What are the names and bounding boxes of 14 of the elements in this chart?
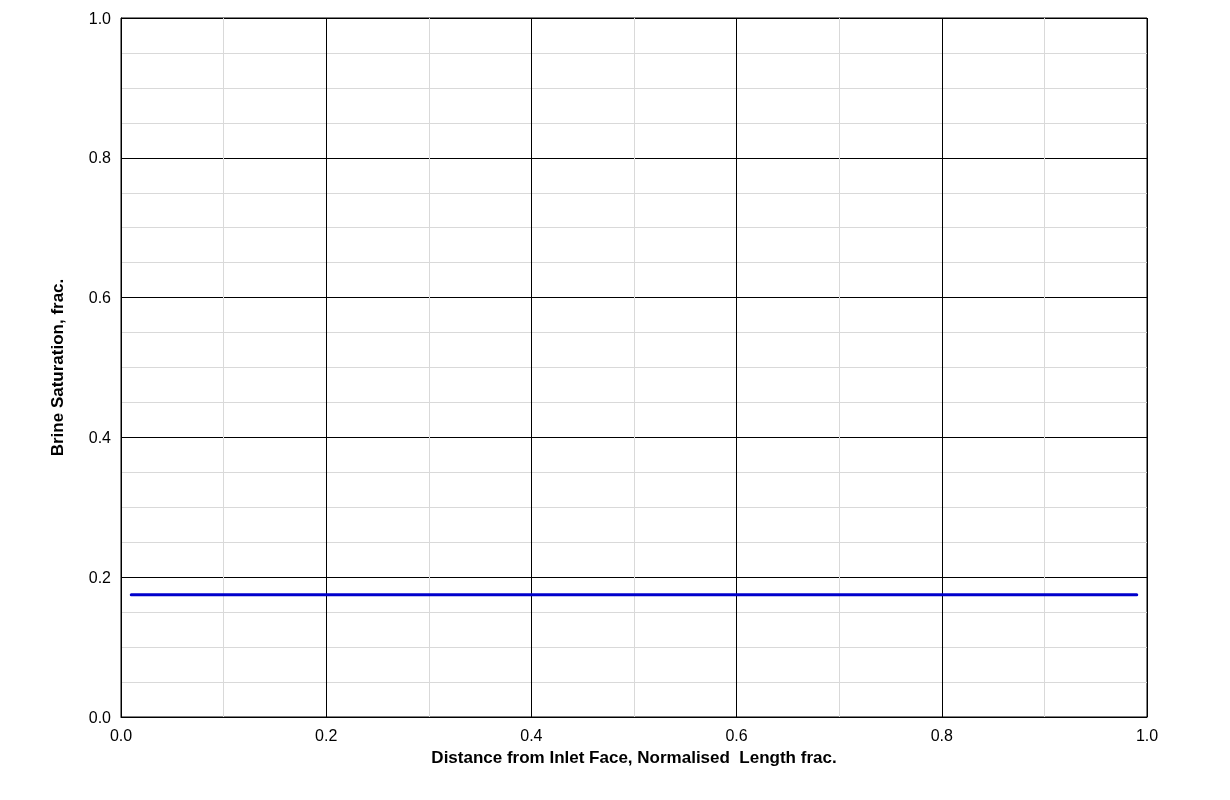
y-tick-label: 0.6 bbox=[88, 289, 112, 307]
x-tick-label: 1.0 bbox=[1135, 726, 1159, 744]
y-axis-title: Brine Saturation, frac. bbox=[48, 278, 67, 457]
x-tick-label: 0.2 bbox=[315, 726, 338, 744]
x-tick-label: 0.8 bbox=[930, 726, 954, 744]
y-tick-label: 1.0 bbox=[88, 9, 112, 27]
x-tick-label: 0.0 bbox=[109, 726, 133, 744]
y-tick-label: 0.0 bbox=[88, 708, 112, 726]
y-tick-label: 0.4 bbox=[88, 428, 112, 446]
x-tick-label: 0.4 bbox=[520, 726, 543, 744]
y-tick-label: 0.2 bbox=[88, 568, 112, 586]
x-tick-label: 0.6 bbox=[725, 726, 748, 744]
x-axis-title: Distance from Inlet Face, Normalised Length frac. bbox=[431, 748, 837, 767]
y-tick-label: 0.8 bbox=[88, 149, 112, 167]
